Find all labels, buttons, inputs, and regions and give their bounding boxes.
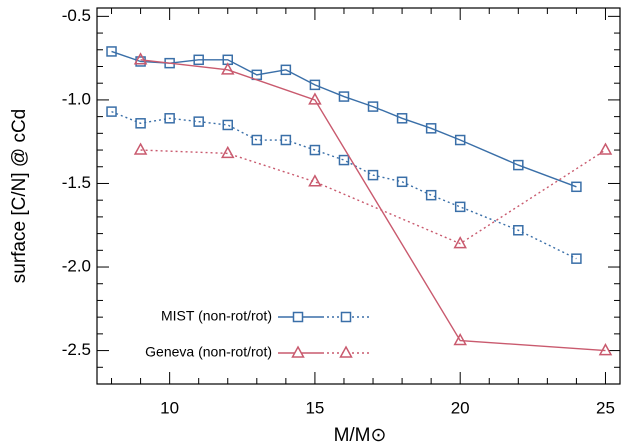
marker <box>598 343 613 356</box>
marker <box>425 189 437 201</box>
legend-label: Geneva (non-rot/rot) <box>145 344 272 360</box>
legend-symbols <box>291 345 353 358</box>
y-axis-label: surface [C/N] @ cCd <box>9 109 30 284</box>
y-tick-label: -0.5 <box>62 6 91 25</box>
x-tick-label: 25 <box>596 398 615 417</box>
marker <box>220 145 235 159</box>
marker <box>571 253 582 264</box>
marker <box>571 181 582 193</box>
marker <box>308 92 322 105</box>
marker <box>280 64 292 76</box>
legend-symbols <box>292 311 352 323</box>
marker <box>106 46 117 57</box>
marker <box>164 113 175 124</box>
marker <box>454 134 466 146</box>
marker <box>222 119 233 131</box>
marker <box>193 54 204 66</box>
marker <box>338 91 350 102</box>
marker <box>425 123 437 134</box>
marker <box>280 134 292 146</box>
marker <box>220 62 235 75</box>
y-tick-label: -1.0 <box>62 89 91 108</box>
marker <box>396 176 408 188</box>
marker <box>193 116 204 127</box>
marker <box>453 332 467 346</box>
marker <box>513 159 524 171</box>
marker <box>135 118 146 129</box>
x-tick-label: 15 <box>305 398 324 417</box>
marker <box>251 134 263 146</box>
marker <box>454 201 466 213</box>
marker <box>396 113 408 124</box>
legend-marker <box>292 311 304 323</box>
marker <box>309 144 321 156</box>
plot-frame <box>96 7 621 385</box>
series-line <box>111 50 577 188</box>
x-axis-label: M/M⊙ <box>334 425 387 446</box>
legend-marker <box>339 345 353 358</box>
marker <box>598 142 613 155</box>
marker <box>453 236 467 249</box>
y-tick-label: -1.5 <box>62 173 91 192</box>
marker <box>106 106 117 117</box>
marker <box>133 142 148 155</box>
marker <box>133 52 148 65</box>
x-tick-label: 10 <box>160 398 179 417</box>
y-tick-label: -2.0 <box>62 257 91 276</box>
marker <box>309 79 321 91</box>
legend-marker <box>291 345 305 358</box>
marker <box>513 225 524 236</box>
marker <box>367 169 379 181</box>
x-tick-label: 20 <box>451 398 470 417</box>
legend-label: MIST (non-rot/rot) <box>161 308 272 324</box>
legend-marker <box>340 311 352 323</box>
marker <box>338 154 350 166</box>
series-line <box>111 110 577 260</box>
y-tick-label: -2.5 <box>62 340 91 359</box>
series-line <box>140 59 606 352</box>
marker <box>367 101 379 112</box>
marker <box>308 174 322 187</box>
